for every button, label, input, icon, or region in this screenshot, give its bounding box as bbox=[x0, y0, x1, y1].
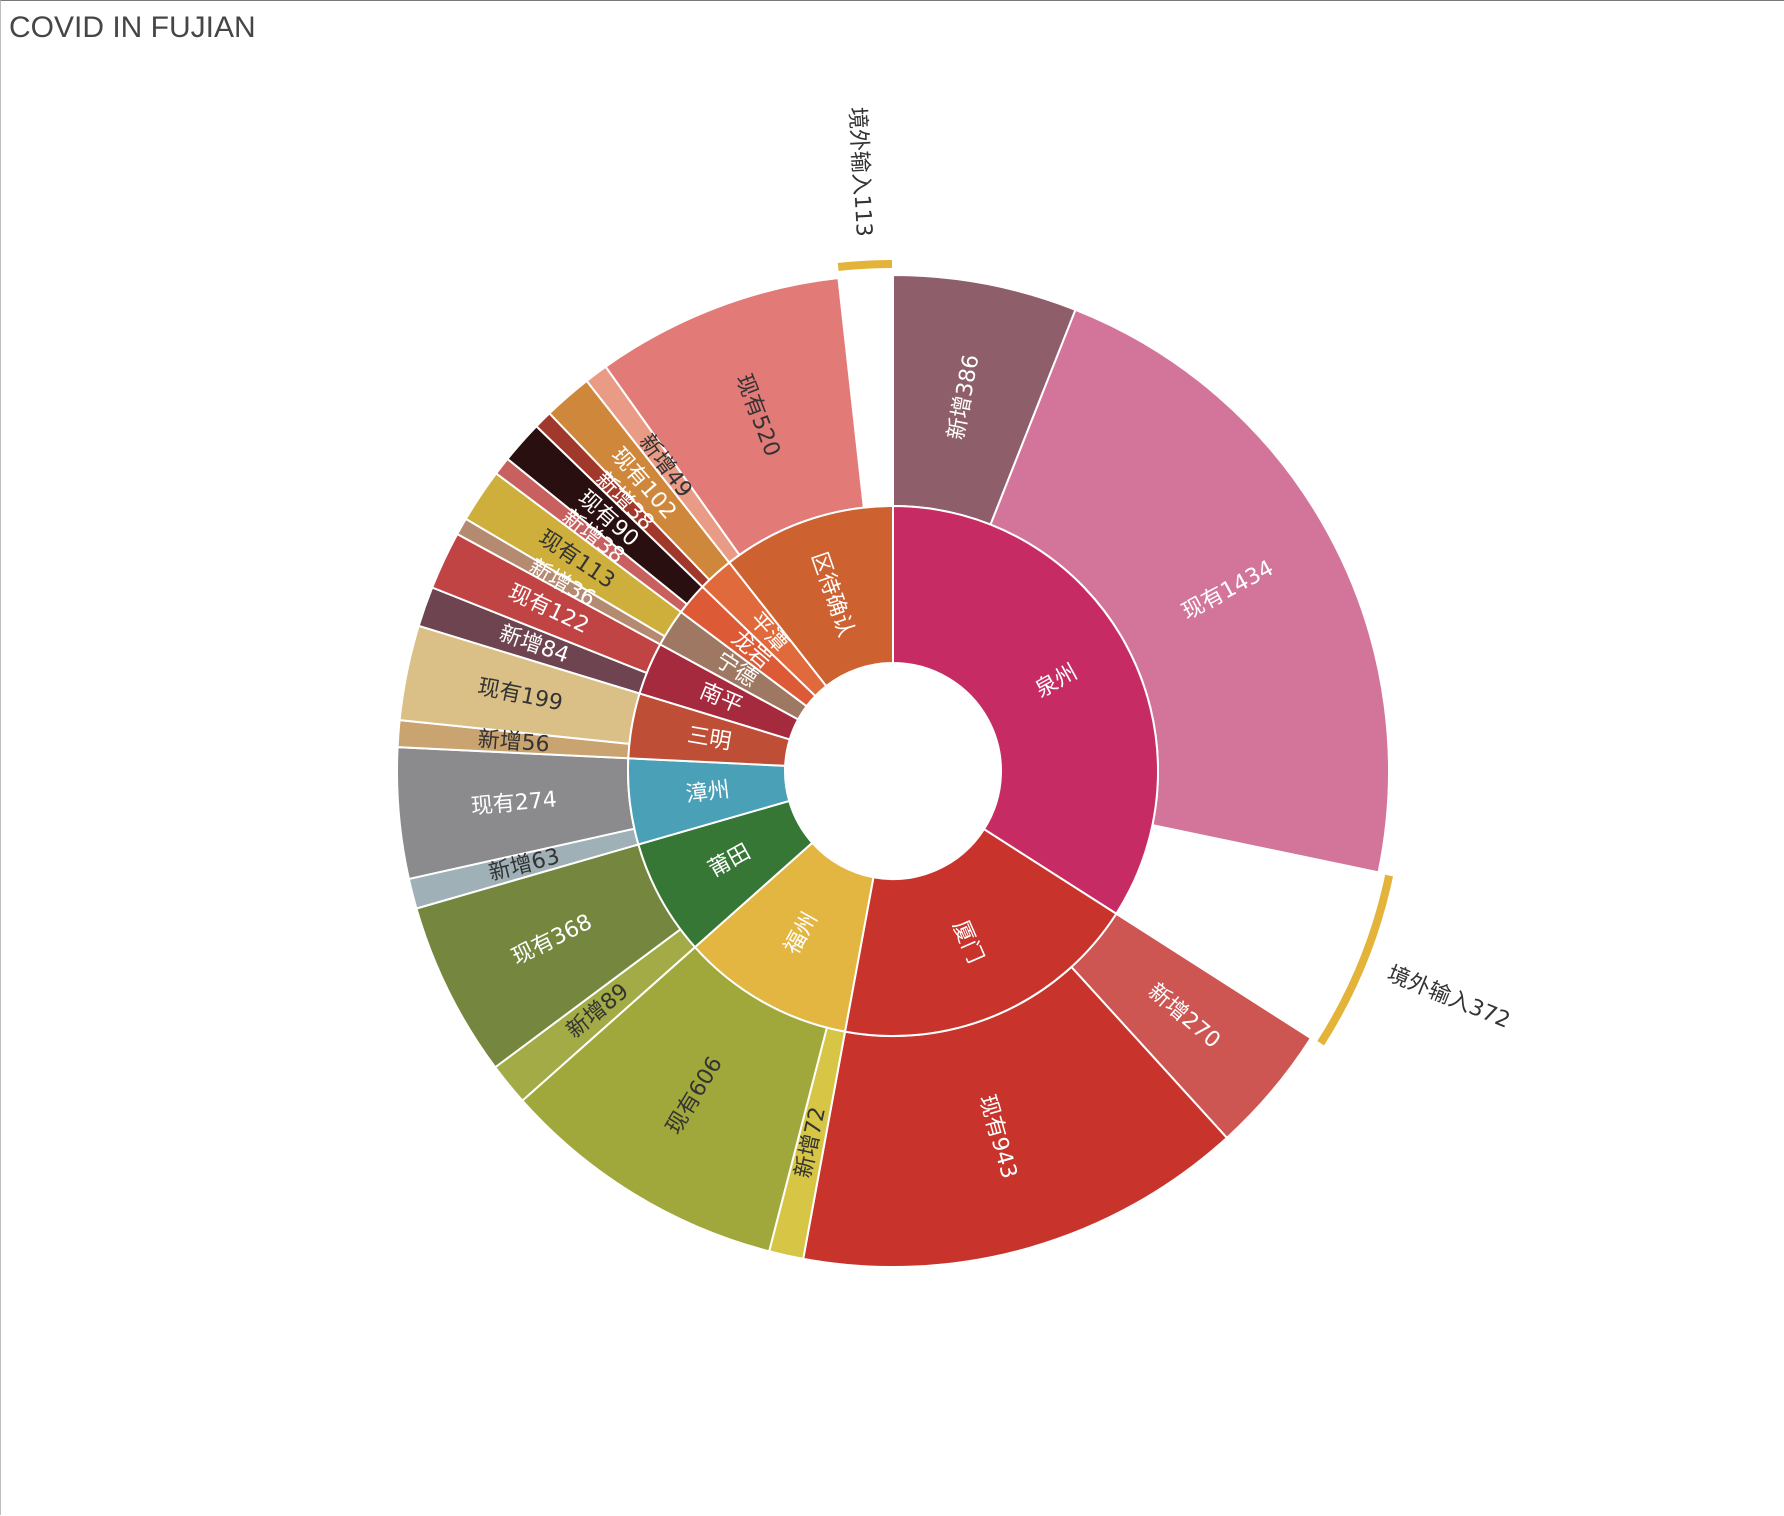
group-slice-1[interactable] bbox=[843, 827, 1118, 1037]
group-slice-0[interactable] bbox=[892, 504, 1159, 916]
outer-band-label-10-2: 境外输入113 bbox=[844, 106, 876, 237]
outer-band-10-2[interactable] bbox=[835, 257, 894, 274]
group-slice-10[interactable] bbox=[727, 504, 894, 688]
chart-title: COVID IN FUJIAN bbox=[9, 11, 256, 44]
group-label-4: 漳州 bbox=[684, 778, 731, 808]
outer-band-label-0-2: 境外输入372 bbox=[1384, 961, 1514, 1033]
leaf-label-5-0: 新增56 bbox=[477, 727, 551, 757]
outer-band-0-2[interactable] bbox=[1314, 872, 1396, 1049]
